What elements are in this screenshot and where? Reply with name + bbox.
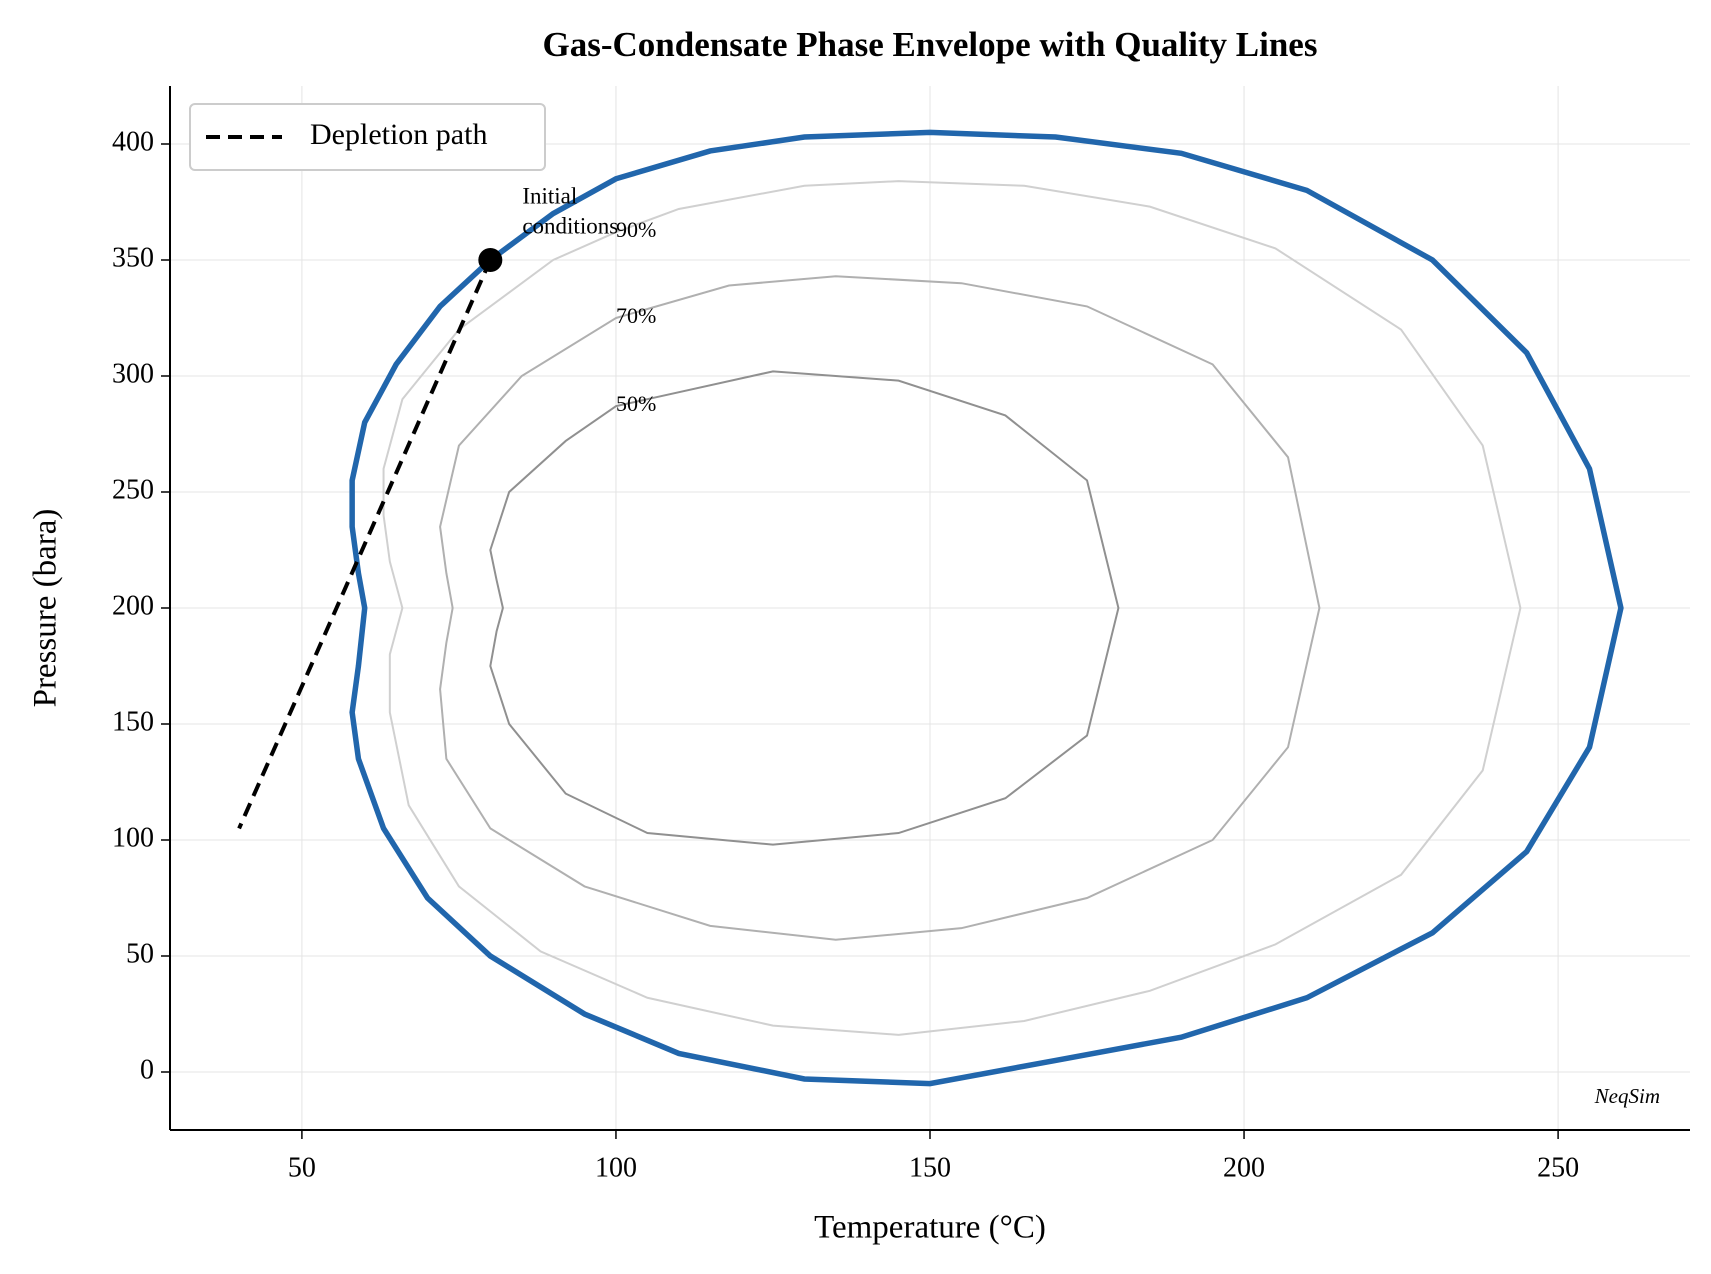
y-tick-label: 50 [126,938,154,969]
y-tick-label: 150 [112,706,154,737]
x-tick-label: 150 [909,1152,951,1183]
quality-line [382,180,1522,1036]
annotation: Initial [522,183,577,208]
x-tick-label: 200 [1223,1152,1265,1183]
annotation: conditions [522,213,618,238]
phase-envelope [349,129,1624,1087]
x-tick-label: 250 [1537,1152,1579,1183]
quality-line [489,370,1120,846]
legend-box [189,103,546,171]
x-tick-label: 50 [288,1152,316,1183]
quality-label: 70% [616,303,656,328]
quality-label: 50% [616,391,656,416]
y-tick-label: 200 [112,590,154,621]
chart-title: Gas-Condensate Phase Envelope with Quali… [543,25,1318,64]
legend-label: Depletion path [310,118,487,151]
y-tick-label: 300 [112,358,154,389]
depletion-path [237,259,493,830]
quality-line [439,275,1321,941]
y-tick-label: 100 [112,822,154,853]
y-tick-label: 400 [112,126,154,157]
y-tick-label: 0 [140,1054,154,1085]
y-tick-label: 250 [112,474,154,505]
watermark: NeqSim [1594,1084,1660,1108]
y-axis-label: Pressure (bara) [28,509,64,708]
x-axis-label: Temperature (°C) [814,1210,1046,1246]
x-tick-label: 100 [595,1152,637,1183]
y-tick-label: 350 [112,242,154,273]
initial-point [478,248,503,272]
quality-label: 90% [616,217,656,242]
